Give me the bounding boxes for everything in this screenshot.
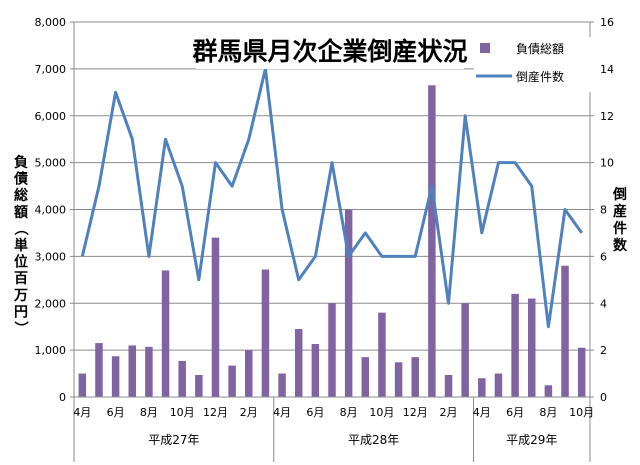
- line-series-path: [80, 67, 583, 329]
- y-right-tick-label: 4: [600, 297, 607, 310]
- line-series: [80, 67, 583, 329]
- x-tick-label: 4月: [473, 406, 491, 419]
- y-right-tick-label: 12: [600, 110, 614, 123]
- x-tick-label: 6月: [306, 406, 324, 419]
- bar: [378, 312, 386, 397]
- y-left-axis-title: ）: [12, 321, 28, 335]
- bar: [561, 265, 569, 397]
- bar: [511, 293, 519, 397]
- bar: [128, 345, 137, 397]
- y-left-tick-label: 2,000: [35, 297, 67, 310]
- year-group-label: 平成29年: [506, 433, 557, 447]
- bar: [411, 357, 419, 397]
- legend-background: [474, 37, 594, 92]
- y-left-axis-title: 負: [14, 154, 28, 171]
- bar: [261, 269, 270, 397]
- title-area: 群馬県月次企業倒産状況: [192, 33, 468, 69]
- y-left-axis-title: 単: [14, 237, 28, 254]
- y-right-tick-label: 10: [600, 157, 614, 170]
- y-left-tick-label: 3,000: [35, 250, 67, 263]
- x-tick-label: 12月: [403, 406, 428, 419]
- y-left-axis-title: 円: [14, 304, 28, 320]
- bar: [111, 356, 120, 397]
- y-right-tick-label: 14: [600, 63, 614, 76]
- bar: [228, 365, 236, 397]
- y-left-axis-title: 万: [13, 288, 28, 304]
- axes: [70, 21, 594, 462]
- bar: [245, 350, 253, 397]
- y-left-tick-label: 6,000: [35, 110, 67, 123]
- y-left-tick-label: 5,000: [35, 157, 67, 170]
- bar: [527, 298, 536, 397]
- tick-labels: 0 1,000 2,000 3,000 4,000 5,000 6,000 7,000 8,00…: [35, 16, 615, 447]
- x-tick-label: 10月: [569, 406, 594, 419]
- legend: 負債総額 倒産件数: [474, 37, 594, 92]
- bar: [461, 303, 469, 397]
- bar: [444, 374, 453, 397]
- bar: [145, 346, 153, 397]
- x-tick-label: 4月: [73, 406, 91, 419]
- y-right-axis-title: 倒: [612, 186, 627, 203]
- bar: [344, 209, 353, 397]
- y-right-tick-label: 8: [600, 204, 607, 217]
- y-right-axis-title: 産: [613, 203, 627, 220]
- chart-title: 群馬県月次企業倒産状況: [192, 37, 467, 66]
- y-right-tick-label: 16: [600, 16, 614, 29]
- legend-label-line: 倒産件数: [516, 69, 564, 84]
- y-right-axis-title: 数: [613, 237, 628, 254]
- y-right-tick-label: 0: [600, 391, 607, 404]
- y-right-tick-label: 6: [600, 250, 607, 263]
- y-left-axis-title: 百: [14, 271, 28, 287]
- y-left-tick-label: 1,000: [35, 344, 67, 357]
- bar: [361, 357, 370, 397]
- x-tick-label: 12月: [203, 406, 228, 419]
- x-tick-label: 6月: [506, 406, 524, 419]
- year-group-label: 平成28年: [348, 433, 399, 447]
- bar: [95, 343, 103, 397]
- x-tick-label: 8月: [140, 406, 158, 419]
- bar: [494, 373, 503, 397]
- title-background: [196, 33, 464, 69]
- y-right-axis-title: 件: [613, 220, 627, 237]
- x-tick-label: 8月: [340, 406, 358, 419]
- x-tick-label: 8月: [539, 406, 557, 419]
- bar: [278, 373, 286, 397]
- bar: [78, 373, 87, 397]
- y-left-axis-title: 額: [13, 204, 28, 221]
- bar: [478, 378, 486, 397]
- bar: [577, 347, 586, 397]
- bar: [178, 360, 186, 397]
- y-left-axis-title: 総: [14, 187, 28, 204]
- legend-label-bar: 負債総額: [516, 41, 564, 56]
- x-tick-label: 10月: [369, 406, 394, 419]
- y-left-tick-label: 8,000: [35, 16, 67, 29]
- y-left-axis-title: 債: [13, 171, 28, 188]
- y-left-axis-title: （: [12, 221, 28, 235]
- bar: [294, 329, 303, 397]
- y-left-axis-title: 位: [14, 254, 28, 271]
- x-tick-label: 2月: [240, 406, 258, 419]
- bar: [311, 344, 320, 397]
- x-tick-label: 4月: [273, 406, 291, 419]
- bar: [328, 303, 336, 397]
- bar-series: [78, 85, 586, 397]
- bar: [161, 270, 170, 397]
- x-tick-label: 2月: [440, 406, 458, 419]
- y-left-tick-label: 0: [59, 391, 66, 404]
- y-left-tick-label: 4,000: [35, 204, 67, 217]
- x-tick-label: 6月: [107, 406, 125, 419]
- bar: [394, 362, 403, 397]
- y-right-tick-label: 2: [600, 344, 607, 357]
- year-group-label: 平成27年: [148, 433, 199, 447]
- bar: [544, 385, 553, 397]
- bar: [195, 374, 203, 397]
- bar: [211, 237, 220, 397]
- bar: [428, 85, 436, 397]
- legend-swatch-bar: [480, 43, 490, 53]
- y-left-tick-label: 7,000: [35, 63, 67, 76]
- x-tick-label: 10月: [170, 406, 195, 419]
